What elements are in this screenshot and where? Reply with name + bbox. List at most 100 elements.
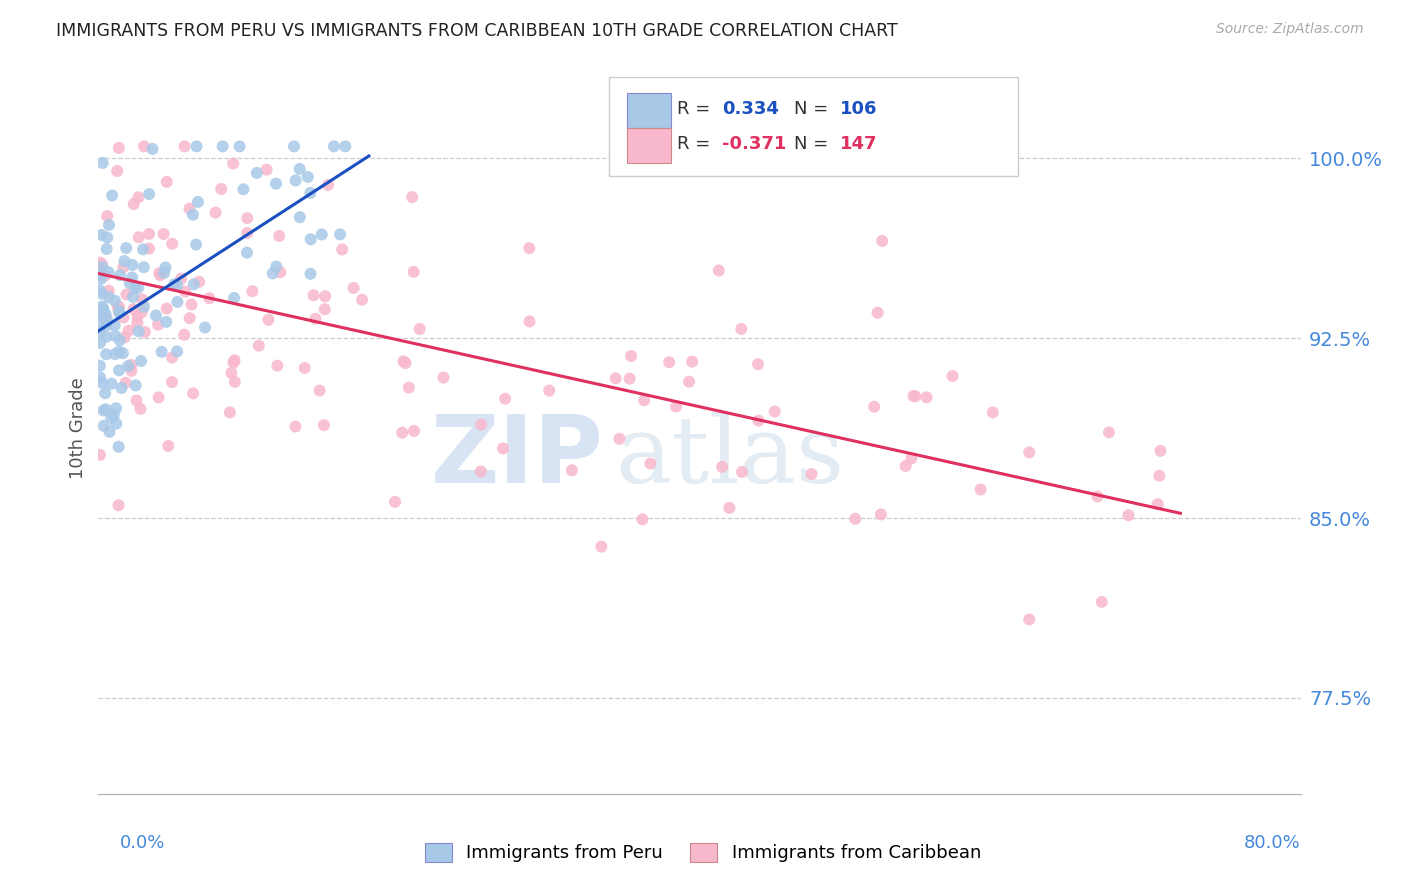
Point — [128, 230, 150, 244]
Point — [104, 293, 127, 308]
Point — [118, 276, 141, 290]
Point — [156, 175, 179, 189]
Point — [731, 465, 754, 479]
Point — [470, 464, 492, 478]
Point — [90, 376, 112, 390]
Point — [186, 139, 208, 153]
Point — [101, 188, 124, 202]
Point — [105, 417, 128, 431]
Point — [718, 500, 741, 515]
Text: IMMIGRANTS FROM PERU VS IMMIGRANTS FROM CARIBBEAN 10TH GRADE CORRELATION CHART: IMMIGRANTS FROM PERU VS IMMIGRANTS FROM … — [56, 22, 898, 40]
Point — [89, 308, 111, 322]
Point — [330, 243, 353, 257]
Point — [631, 512, 654, 526]
Point — [121, 270, 143, 285]
Point — [941, 369, 963, 384]
Point — [1018, 612, 1040, 626]
Y-axis label: 10th Grade: 10th Grade — [69, 377, 87, 479]
Point — [105, 164, 128, 178]
Point — [256, 162, 278, 177]
Point — [104, 318, 127, 333]
Point — [108, 268, 131, 282]
Point — [633, 393, 655, 408]
Point — [90, 227, 112, 242]
Point — [747, 357, 769, 371]
Point — [97, 290, 120, 304]
Point — [299, 232, 322, 246]
Point — [124, 378, 146, 392]
Point — [1118, 508, 1140, 523]
Point — [122, 302, 145, 317]
Point — [111, 346, 134, 360]
Point — [108, 306, 131, 320]
Point — [352, 293, 374, 307]
Point — [408, 322, 430, 336]
Point — [392, 354, 415, 368]
Point — [148, 391, 170, 405]
Point — [128, 324, 150, 338]
Point — [132, 300, 155, 314]
FancyBboxPatch shape — [609, 77, 1018, 176]
Text: Source: ZipAtlas.com: Source: ZipAtlas.com — [1216, 22, 1364, 37]
Point — [224, 375, 246, 389]
Point — [297, 169, 319, 184]
Point — [94, 310, 117, 325]
Point — [96, 330, 118, 344]
Point — [323, 139, 346, 153]
Point — [166, 294, 188, 309]
Point — [284, 173, 307, 187]
Point — [112, 260, 135, 275]
Point — [145, 309, 167, 323]
Point — [118, 324, 141, 338]
Point — [132, 139, 155, 153]
Point — [970, 483, 993, 497]
Point — [180, 297, 202, 311]
Point — [91, 300, 114, 314]
Point — [222, 156, 245, 170]
Point — [294, 361, 316, 376]
Point — [108, 363, 131, 377]
Point — [314, 289, 336, 303]
Point — [114, 330, 136, 344]
Point — [120, 364, 142, 378]
Point — [264, 177, 287, 191]
Text: -0.371: -0.371 — [723, 136, 787, 153]
Point — [194, 320, 217, 334]
Point — [89, 255, 111, 269]
Point — [707, 263, 730, 277]
Point — [517, 241, 540, 255]
Point — [141, 142, 163, 156]
Point — [120, 358, 142, 372]
Point — [108, 344, 131, 359]
Point — [246, 166, 269, 180]
Point — [288, 161, 311, 176]
Point — [170, 271, 193, 285]
Point — [894, 458, 917, 473]
Point — [138, 227, 160, 241]
Point — [904, 389, 927, 403]
Point — [127, 310, 149, 324]
Point — [900, 451, 922, 466]
Point — [91, 258, 114, 272]
Point — [94, 386, 117, 401]
Point — [257, 312, 280, 326]
Point — [209, 182, 232, 196]
FancyBboxPatch shape — [627, 128, 671, 163]
Point — [470, 417, 492, 432]
Point — [730, 322, 752, 336]
Point — [138, 187, 160, 202]
Point — [138, 242, 160, 256]
Point — [89, 309, 111, 323]
Point — [242, 284, 264, 298]
Point — [184, 237, 207, 252]
Point — [110, 381, 132, 395]
Point — [763, 404, 786, 418]
Point — [89, 370, 111, 384]
Text: 147: 147 — [841, 136, 877, 153]
Point — [108, 333, 131, 347]
Point — [903, 389, 925, 403]
Point — [121, 258, 143, 272]
Point — [343, 281, 366, 295]
Point — [100, 410, 122, 425]
Text: 0.334: 0.334 — [723, 100, 779, 118]
